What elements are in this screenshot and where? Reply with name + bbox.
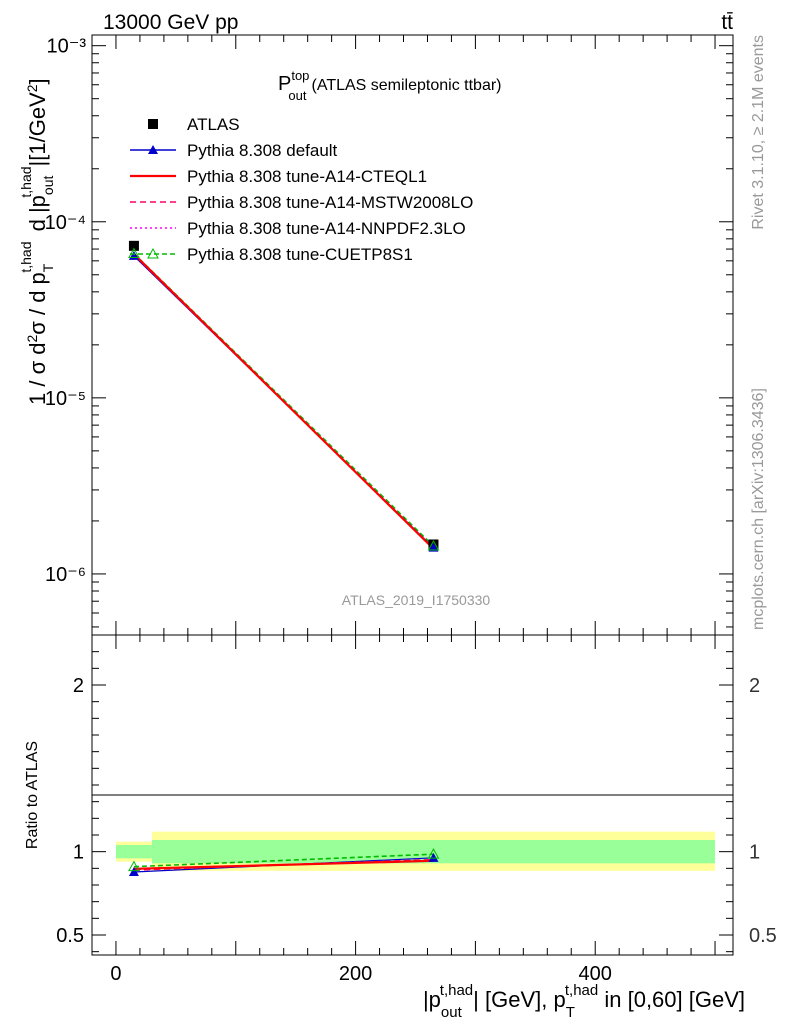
- legend-label-cteql1: Pythia 8.308 tune-A14-CTEQL1: [187, 167, 427, 186]
- title-subscript: out: [288, 88, 306, 103]
- legend-label-nnpdf: Pythia 8.308 tune-A14-NNPDF2.3LO: [187, 219, 466, 238]
- main-y-axis-label: 1 / σ d2σ / d pTt,had d |poutt,had|[1/Ge…: [18, 78, 56, 405]
- ratio-y-tick-label-right: 0.5: [749, 925, 777, 947]
- main-panel-curves: [133, 252, 435, 550]
- data-point-cuetp: [128, 247, 140, 259]
- series-line-cuetp: [133, 252, 435, 547]
- ratio-line-cteql1: [133, 859, 434, 870]
- ratio-panel-curves: [128, 848, 440, 876]
- y-tick-label: 10⁻³: [47, 36, 87, 58]
- y-tick-label: 10⁻⁶: [45, 564, 86, 586]
- ratio-point-cuetp: [128, 860, 140, 872]
- ratio-y-axis-label: Ratio to ATLAS: [24, 741, 41, 849]
- main-panel-points: [128, 240, 440, 552]
- process-label: tt̄: [721, 11, 733, 34]
- y-tick-label: 10⁻⁵: [45, 388, 86, 410]
- uncertainty-band-inner: [115, 845, 152, 859]
- ratio-point-default: [128, 867, 139, 876]
- main-title: Ptop out (ATLAS semileptonic ttbar): [278, 68, 502, 103]
- main-panel-ticks: 10⁻⁶ 10⁻⁵ 10⁻⁴ 10⁻³: [45, 35, 733, 635]
- legend-label-mstw: Pythia 8.308 tune-A14-MSTW2008LO: [187, 193, 473, 212]
- data-point-atlas: [128, 240, 139, 251]
- x-tick-label: 0: [110, 963, 121, 985]
- ratio-y-tick-label-right: 1: [749, 842, 760, 864]
- ratio-y-tick-label-right: 2: [749, 675, 760, 697]
- legend-marker-cuetp: [147, 247, 159, 259]
- ratio-panel-ticks: 0.5 0.5 1 1 2 2 0 200 400: [56, 635, 777, 985]
- data-point-default: [428, 542, 439, 552]
- ratio-panel-bands: [115, 831, 716, 871]
- mcplots-label: mcplots.cern.ch [arXiv:1306.3436]: [750, 388, 767, 630]
- data-point-cuetp: [427, 540, 440, 551]
- legend-marker-atlas: [148, 119, 158, 129]
- ratio-panel-frame: [91, 634, 734, 956]
- uncertainty-band-inner: [151, 840, 716, 864]
- title-superscript: top: [291, 68, 309, 83]
- title-main: P: [278, 73, 291, 95]
- energy-label: 13000 GeV pp: [103, 11, 238, 34]
- legend: ATLAS Pythia 8.308 default Pythia 8.308 tu…: [130, 115, 473, 264]
- series-line-cteql1: [133, 253, 435, 550]
- y-tick-label: 10⁻⁴: [45, 212, 86, 234]
- legend-label-atlas: ATLAS: [187, 115, 240, 134]
- x-tick-label: 200: [339, 963, 372, 985]
- rivet-version-label: Rivet 3.1.10, ≥ 2.1M events: [750, 35, 767, 230]
- legend-label-default: Pythia 8.308 default: [187, 141, 338, 160]
- title-rest: (ATLAS semileptonic ttbar): [312, 77, 502, 94]
- legend-marker-default: [148, 145, 158, 154]
- ratio-point-cuetp: [427, 848, 440, 859]
- ratio-line-cuetp: [133, 853, 434, 868]
- ratio-y-tick-label: 0.5: [56, 925, 84, 947]
- ratio-point-default: [428, 852, 439, 862]
- ratio-y-tick-label: 1: [73, 842, 84, 864]
- x-axis-label: |poutt,had| [GeV], pTt,had in [0,60] [Ge…: [423, 982, 745, 1021]
- ratio-y-tick-label: 2: [73, 675, 84, 697]
- legend-label-cuetp: Pythia 8.308 tune-CUETP8S1: [187, 245, 413, 264]
- x-tick-label: 400: [579, 963, 612, 985]
- analysis-id: ATLAS_2019_I1750330: [342, 592, 491, 608]
